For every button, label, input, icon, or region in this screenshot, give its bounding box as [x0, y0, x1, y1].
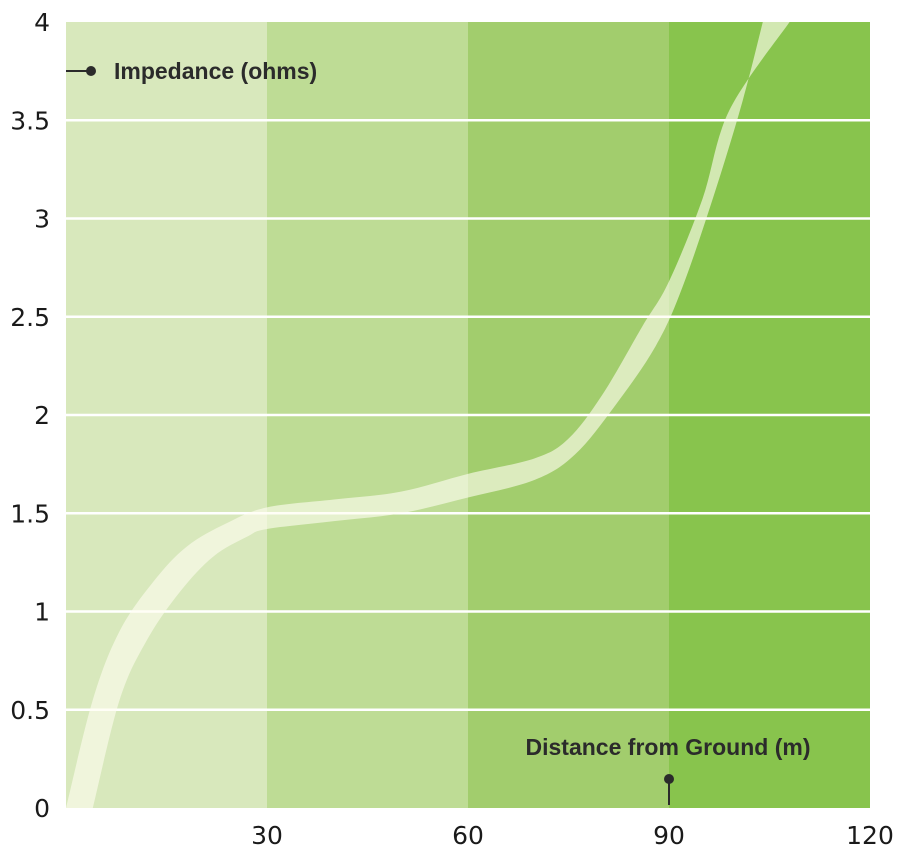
y-axis-label: Impedance (ohms)	[114, 58, 317, 84]
x-axis-label: Distance from Ground (m)	[526, 734, 811, 760]
gridlines	[66, 119, 870, 711]
x-tick-label: 60	[452, 821, 484, 850]
x-axis-ticks: 30 60 90 120	[251, 821, 894, 850]
y-tick-label: 4	[34, 8, 50, 37]
y-annotation-dot	[86, 66, 96, 76]
y-axis-annotation: Impedance (ohms)	[66, 58, 317, 84]
x-axis-annotation: Distance from Ground (m)	[526, 734, 811, 805]
y-tick-label: 0	[34, 794, 50, 823]
y-axis-ticks: 0 0.5 1 1.5 2 2.5 3 3.5 4	[10, 8, 50, 823]
x-tick-label: 90	[653, 821, 685, 850]
y-tick-label: 3.5	[10, 106, 50, 135]
y-tick-label: 1	[34, 598, 50, 627]
y-tick-label: 1.5	[10, 499, 50, 528]
y-tick-label: 0.5	[10, 696, 50, 725]
x-tick-label: 120	[846, 821, 894, 850]
y-tick-label: 2.5	[10, 303, 50, 332]
y-tick-label: 3	[34, 205, 50, 234]
x-tick-label: 30	[251, 821, 283, 850]
y-tick-label: 2	[34, 401, 50, 430]
